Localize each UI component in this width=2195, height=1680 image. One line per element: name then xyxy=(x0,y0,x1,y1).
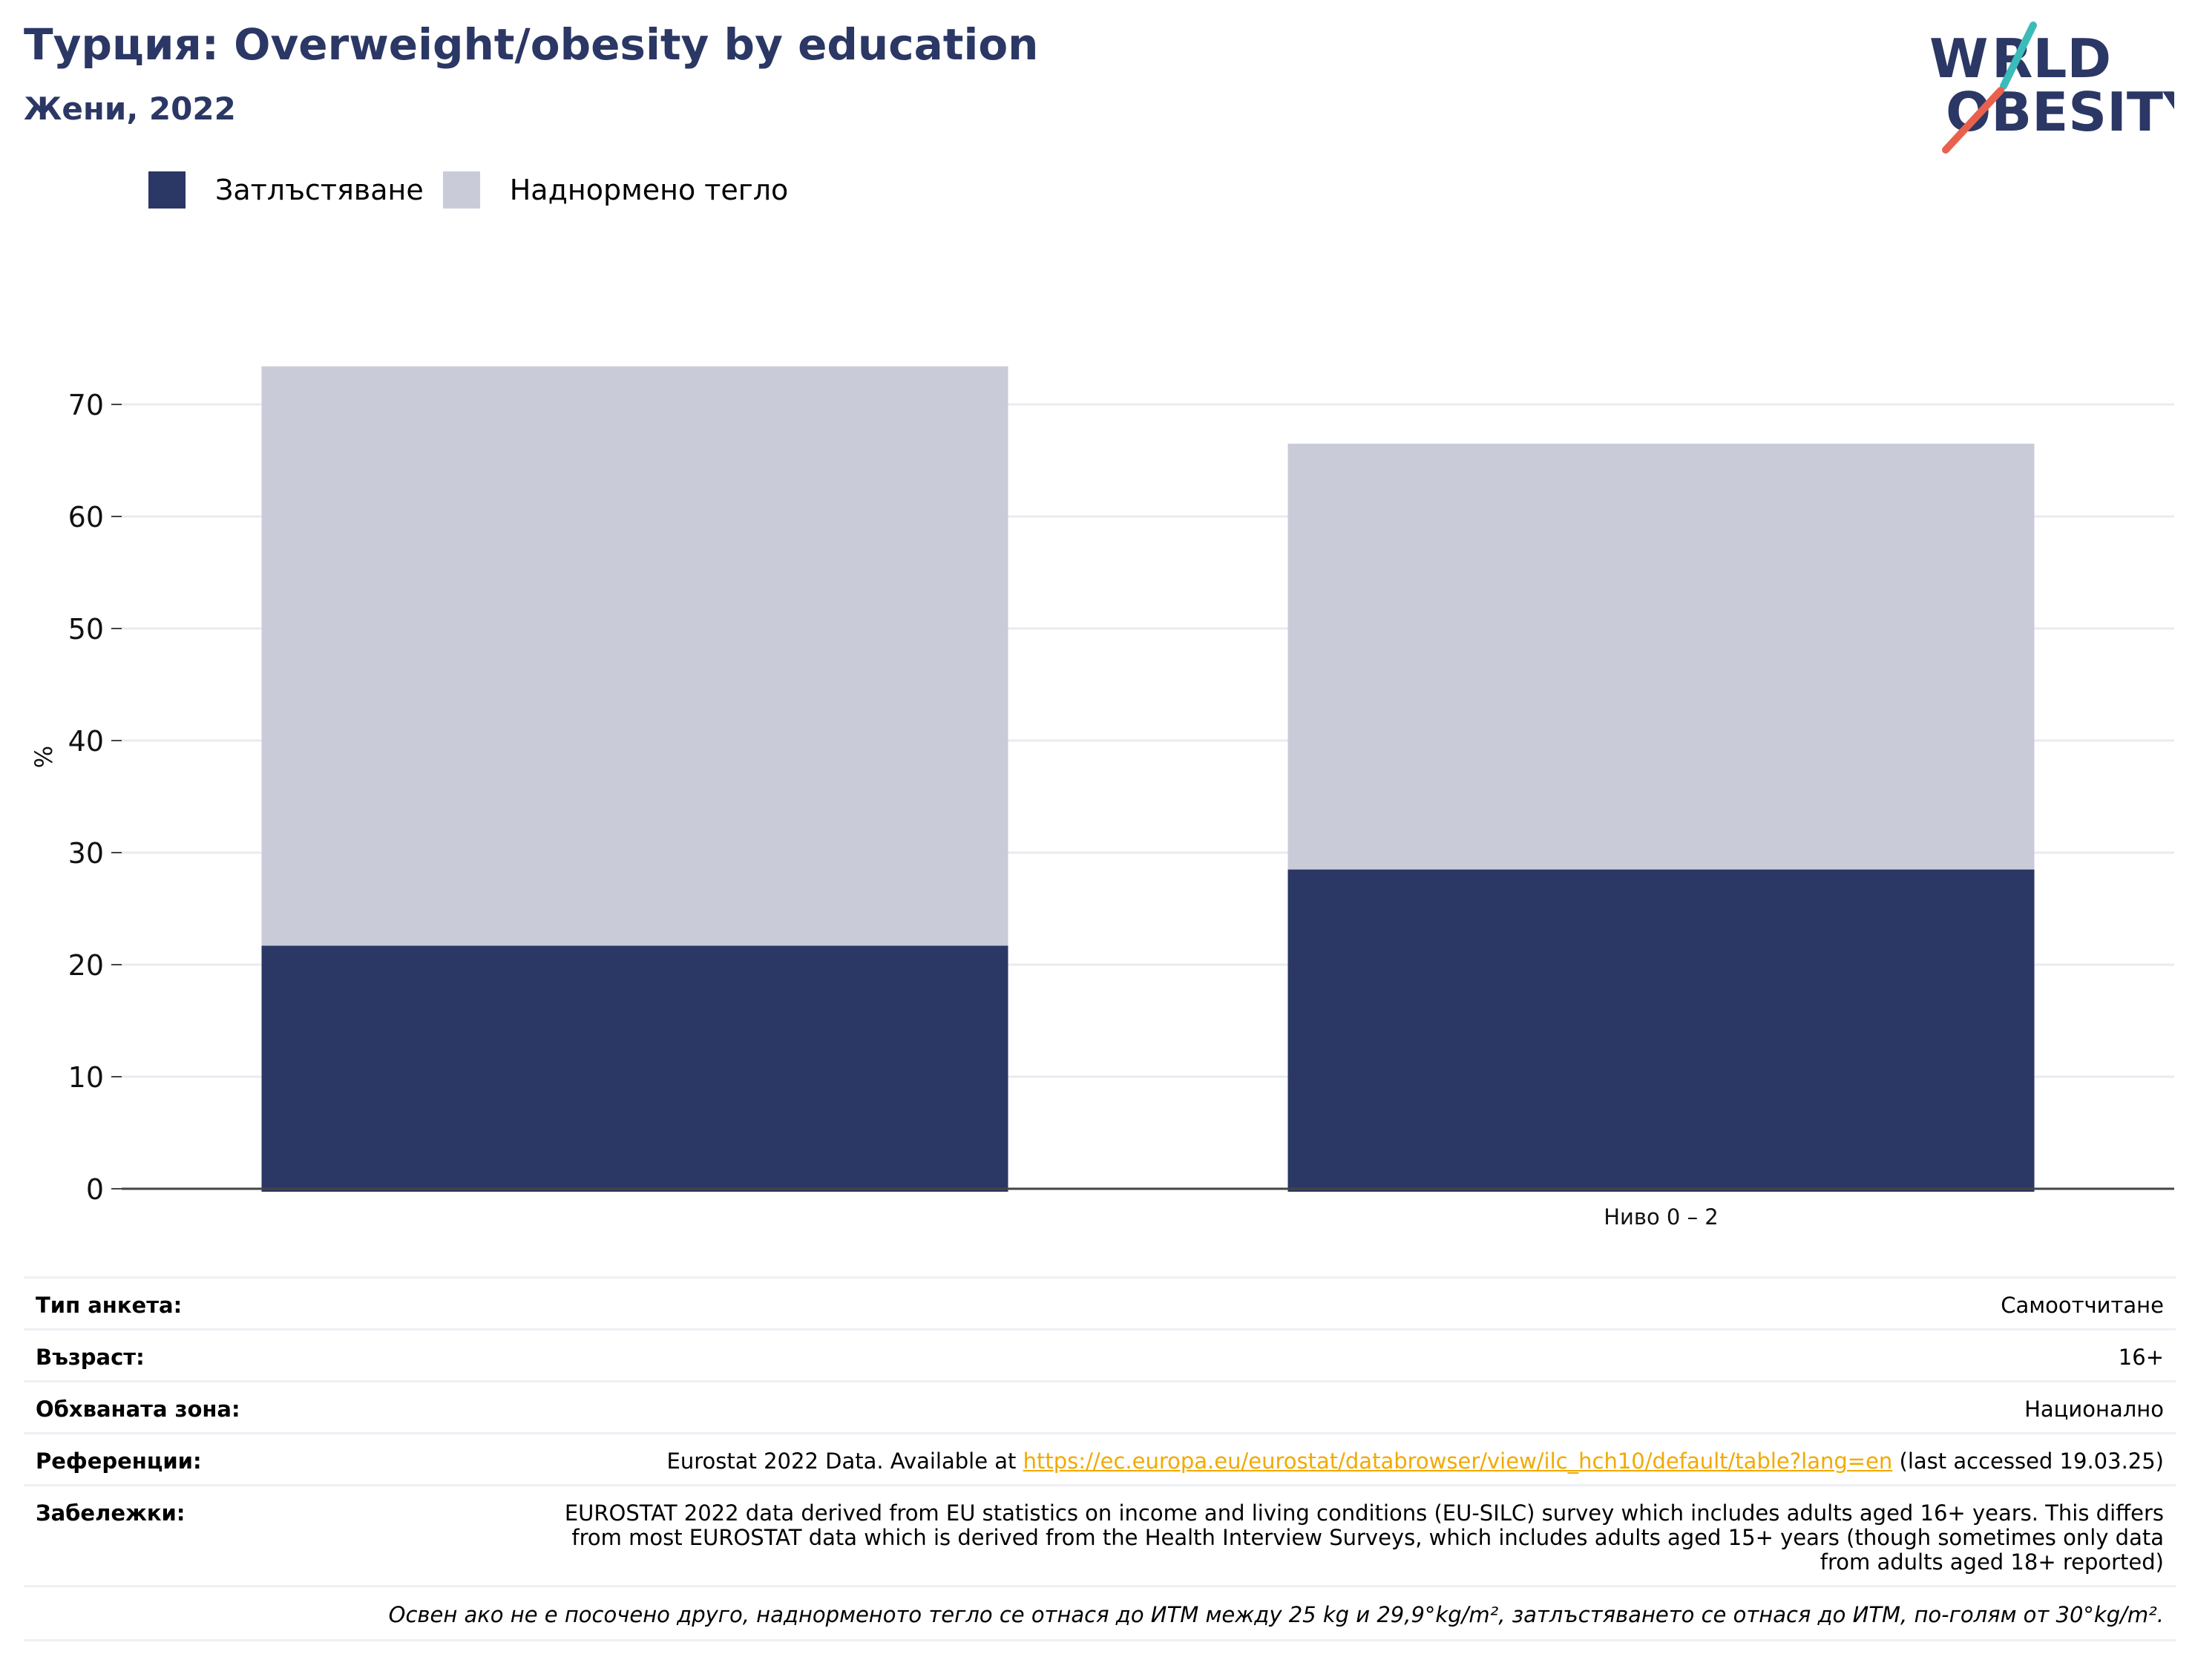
x-tick-label: Ниво 0 – 2 xyxy=(1604,1204,1719,1230)
svg-text:W: W xyxy=(1929,27,1988,90)
chart-legend: Затлъстяване Наднормено тегло xyxy=(148,169,807,211)
page-title: Турция: Overweight/obesity by education xyxy=(24,19,1039,70)
stacked-bar-chart: 0 10 20 30 40 50 60 70% Ниво 0 – 2 xyxy=(30,366,2174,1230)
notes-value: EUROSTAT 2022 data derived from EU stati… xyxy=(564,1500,2164,1575)
page-subtitle: Жени, 2022 xyxy=(24,91,236,127)
y-tick-label: 50 xyxy=(68,613,104,646)
svg-text:RLD: RLD xyxy=(1992,27,2111,90)
references-prefix: Eurostat 2022 Data. Available at xyxy=(666,1448,1023,1474)
bar-segment-obesity xyxy=(261,945,1008,1192)
info-table: Тип анкета: Самоотчитане Възраст: 16+ Об… xyxy=(24,1276,2176,1641)
references-suffix: (last accessed 19.03.25) xyxy=(1892,1448,2165,1474)
references-label: Референции: xyxy=(36,1448,202,1474)
y-tick-label: 70 xyxy=(68,389,104,421)
world-obesity-logo: W RLD OBESITY xyxy=(1929,22,2174,154)
coverage-label: Обхваната зона: xyxy=(36,1397,240,1422)
legend-item-overweight[interactable]: Наднормено тегло xyxy=(442,171,789,209)
legend-label-obesity: Затлъстяване xyxy=(215,174,424,206)
bar-segment-overweight xyxy=(261,366,1008,946)
info-row-age: Възраст: 16+ xyxy=(24,1328,2176,1380)
y-tick-label: 0 xyxy=(86,1173,104,1206)
survey-type-label: Тип анкета: xyxy=(36,1293,183,1318)
y-axis-label: % xyxy=(30,746,58,768)
legend-item-obesity[interactable]: Затлъстяване xyxy=(148,171,424,209)
legend-swatch-overweight xyxy=(442,171,480,209)
info-row-references: Референции: Eurostat 2022 Data. Availabl… xyxy=(24,1432,2176,1484)
age-value: 16+ xyxy=(2118,1345,2164,1370)
y-tick-label: 30 xyxy=(68,837,104,870)
survey-type-value: Самоотчитане xyxy=(2001,1293,2164,1318)
coverage-value: Национално xyxy=(2024,1397,2164,1422)
info-row-coverage: Обхваната зона: Национално xyxy=(24,1380,2176,1432)
legend-label-overweight: Наднормено тегло xyxy=(509,174,789,206)
age-label: Възраст: xyxy=(36,1345,145,1370)
references-link[interactable]: https://ec.europa.eu/eurostat/databrowse… xyxy=(1023,1448,1893,1474)
legend-swatch-obesity xyxy=(148,171,186,209)
info-row-notes: Забележки: EUROSTAT 2022 data derived fr… xyxy=(24,1484,2176,1585)
bar-segment-overweight xyxy=(1287,443,2035,870)
y-tick-label: 10 xyxy=(68,1061,104,1094)
bmi-footnote: Освен ако не е посочено друго, наднормен… xyxy=(24,1585,2176,1641)
y-tick-label: 40 xyxy=(68,725,104,758)
references-value: Eurostat 2022 Data. Available at https:/… xyxy=(667,1449,2164,1474)
y-tick-label: 20 xyxy=(68,949,104,982)
notes-label: Забележки: xyxy=(36,1500,186,1526)
info-row-survey-type: Тип анкета: Самоотчитане xyxy=(24,1276,2176,1328)
y-tick-label: 60 xyxy=(68,501,104,534)
bar-segment-obesity xyxy=(1287,869,2035,1192)
